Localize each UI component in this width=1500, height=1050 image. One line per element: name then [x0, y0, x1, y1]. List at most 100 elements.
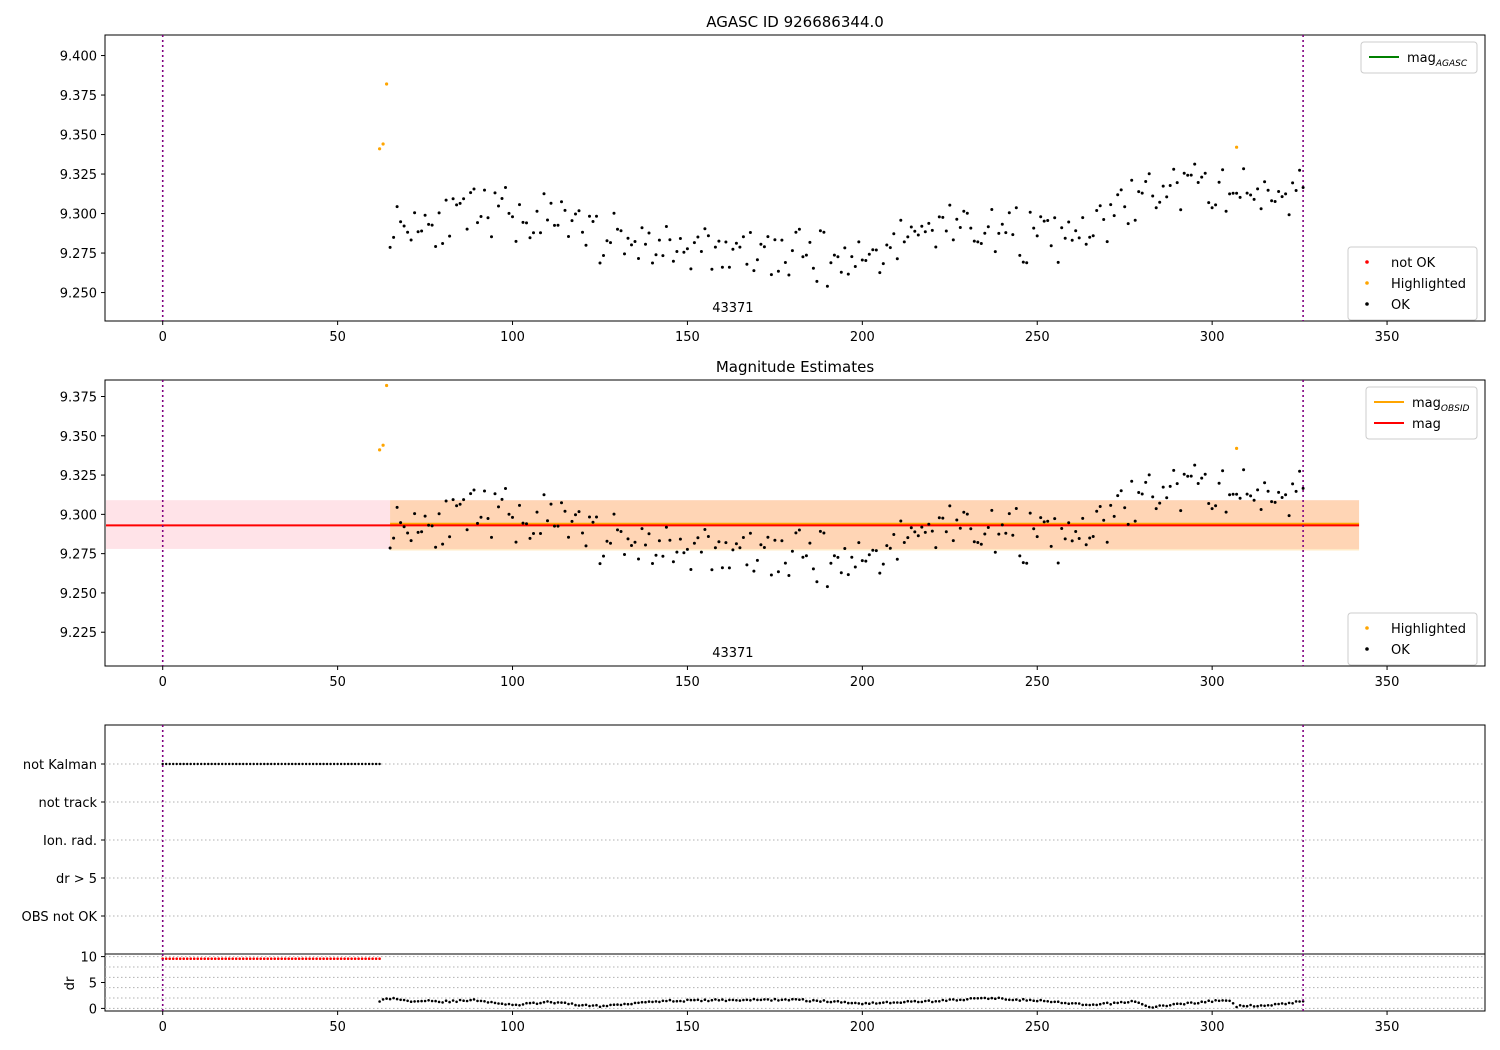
p4-dr-point: [1221, 999, 1224, 1002]
p3-flag-point: [249, 762, 252, 766]
p4-dr-point: [556, 1001, 560, 1004]
p4-dr-point: [500, 1002, 504, 1005]
p2-ok-point: [654, 553, 658, 557]
p4-dr-point: [591, 1004, 595, 1007]
p1-ok-point: [1126, 222, 1130, 226]
p4-dr-point: [661, 999, 665, 1003]
p4-dr-point: [707, 999, 710, 1003]
p1-ok-point: [623, 252, 626, 256]
p1-ok-point: [1301, 186, 1305, 189]
p1-ok-point: [574, 212, 577, 216]
p1-ok-point: [822, 230, 826, 234]
p2-ok-point: [1193, 463, 1197, 467]
p2-ok-point: [392, 536, 396, 540]
p4-dr-point: [1270, 1004, 1273, 1007]
p2-ok-point: [1196, 482, 1200, 485]
p4-dr-point: [679, 999, 682, 1003]
p2-ok-point: [815, 580, 819, 584]
p3-category-label: dr > 5: [56, 872, 97, 887]
p2-ok-point: [853, 565, 857, 569]
p2-ok-point: [406, 531, 410, 535]
p4-dr-red-point: [203, 957, 206, 960]
p3-flag-point: [304, 762, 308, 766]
p2-ok-point: [678, 537, 682, 541]
p1-ok-point: [434, 245, 438, 248]
p2-ok-point: [1021, 561, 1025, 565]
p1-ok-point: [1074, 229, 1078, 233]
p2-ok-point: [598, 562, 602, 566]
p4-dr-point: [1028, 998, 1032, 1002]
p1-ok-point: [465, 227, 469, 231]
p2-ok-point: [1063, 537, 1067, 541]
p3-flag-point: [371, 762, 374, 766]
p4-dr-point: [399, 998, 402, 1002]
p2-ok-point: [493, 492, 497, 496]
p4-dr-point: [402, 998, 406, 1002]
p4-dr-point: [546, 1000, 549, 1003]
p2-ok-point: [1140, 492, 1144, 496]
p4-ytick-label: 10: [80, 951, 97, 966]
p4-dr-red-point: [178, 957, 182, 960]
p1-ok-point: [1165, 195, 1169, 199]
p1-ok-point: [755, 258, 759, 262]
p4-dr-red-point: [213, 957, 217, 960]
p4-dr-red-point: [353, 957, 357, 960]
p2-ok-point: [1224, 510, 1228, 514]
p4-dr-point: [528, 1001, 532, 1005]
p1-ok-point: [528, 236, 532, 240]
p2-ok-point: [570, 519, 574, 523]
p4-dr-point: [892, 1001, 896, 1004]
p2-xtick-label: 350: [1375, 675, 1400, 690]
p3-flag-point: [224, 762, 227, 766]
p1-ok-point: [815, 279, 819, 283]
p2-ok-point: [685, 547, 689, 551]
p2-ok-point: [755, 558, 759, 562]
p2-ok-point: [808, 541, 812, 545]
p2-ok-point: [651, 562, 654, 565]
p3-flag-point: [277, 762, 280, 766]
p1-ok-point: [637, 257, 640, 260]
p4-dr-point: [1165, 1004, 1168, 1008]
p1-bottom-legend-box: [1347, 246, 1478, 321]
p4-dr-point: [1298, 1000, 1301, 1003]
p1-ok-point: [776, 269, 780, 273]
p1-ok-point: [549, 201, 553, 205]
p2-ok-point: [1084, 543, 1088, 547]
p1-ok-point: [1217, 180, 1221, 184]
p4-dr-red-point: [168, 957, 171, 960]
p2-ok-point: [588, 515, 591, 519]
p1-ok-point: [685, 247, 689, 251]
p2-ok-point: [1189, 474, 1193, 478]
p1-ok-point: [986, 225, 990, 229]
p4-dr-point: [812, 998, 815, 1002]
p4-dr-point: [1119, 1000, 1123, 1004]
p1-ok-point: [783, 261, 787, 264]
p1-ok-point: [745, 262, 749, 266]
p2-ok-point: [1074, 530, 1078, 533]
p3-flag-point: [339, 762, 343, 766]
p1-ok-point: [941, 215, 945, 219]
p1-ok-point: [948, 203, 952, 207]
p1-ok-point: [1245, 191, 1249, 195]
p4-dr-red-point: [364, 957, 367, 960]
p2-ytick-label: 9.350: [60, 430, 97, 445]
p3-flag-point: [168, 762, 171, 766]
p2-ok-point: [476, 521, 479, 525]
p1-ok-point: [853, 265, 857, 268]
p1-axes-frame: [104, 34, 1486, 322]
p1-ok-point: [871, 248, 875, 252]
p2-ok-point: [1277, 490, 1281, 494]
p3-flag-point: [318, 762, 322, 766]
p1-ok-point: [1256, 187, 1260, 191]
p4-dr-point: [423, 999, 427, 1003]
p2-ok-point: [1046, 519, 1050, 523]
p1-bottom-legend-marker: [1365, 281, 1369, 285]
p2-ok-point: [1144, 480, 1148, 484]
p2-ok-point: [1259, 508, 1263, 511]
p2-ok-point: [427, 523, 431, 527]
p4-dr-point: [476, 999, 479, 1003]
p2-ok-point: [434, 545, 438, 549]
p2-highlighted-point: [378, 448, 382, 452]
p2-ok-point: [644, 543, 647, 547]
